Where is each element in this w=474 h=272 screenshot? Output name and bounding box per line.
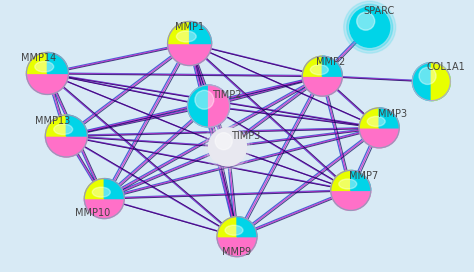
Wedge shape — [379, 108, 399, 128]
Ellipse shape — [367, 116, 385, 126]
Wedge shape — [168, 44, 211, 66]
Text: TIMP3: TIMP3 — [231, 131, 260, 141]
Circle shape — [412, 63, 450, 101]
Wedge shape — [322, 56, 342, 76]
Wedge shape — [27, 52, 47, 73]
Wedge shape — [46, 136, 87, 157]
Wedge shape — [66, 115, 87, 136]
Circle shape — [209, 128, 246, 166]
Text: MMP2: MMP2 — [316, 57, 346, 67]
Text: TIMP2: TIMP2 — [212, 90, 241, 100]
Text: MMP14: MMP14 — [21, 53, 56, 63]
Circle shape — [188, 85, 229, 127]
Circle shape — [419, 67, 436, 84]
Text: COL1A1: COL1A1 — [426, 62, 465, 72]
Circle shape — [206, 125, 249, 169]
Wedge shape — [237, 217, 257, 237]
Text: MMP7: MMP7 — [349, 171, 379, 181]
Wedge shape — [47, 52, 68, 73]
Wedge shape — [302, 76, 342, 96]
Text: MMP10: MMP10 — [75, 208, 110, 218]
Wedge shape — [331, 170, 351, 190]
Wedge shape — [46, 115, 66, 136]
Wedge shape — [27, 73, 68, 94]
Wedge shape — [302, 56, 322, 76]
Circle shape — [346, 4, 393, 50]
Wedge shape — [84, 178, 104, 199]
Circle shape — [344, 1, 396, 53]
Text: MMP3: MMP3 — [378, 109, 407, 119]
Ellipse shape — [54, 124, 73, 135]
Text: MMP9: MMP9 — [222, 247, 252, 256]
Ellipse shape — [176, 31, 196, 42]
Wedge shape — [331, 190, 371, 211]
Ellipse shape — [339, 179, 357, 189]
Circle shape — [350, 7, 390, 47]
Text: MMP1: MMP1 — [175, 22, 204, 32]
Wedge shape — [104, 178, 124, 199]
Circle shape — [195, 90, 214, 109]
Wedge shape — [209, 85, 229, 127]
Wedge shape — [84, 199, 124, 219]
Text: SPARC: SPARC — [364, 7, 395, 16]
Ellipse shape — [92, 187, 110, 197]
Wedge shape — [190, 21, 211, 44]
Wedge shape — [351, 170, 371, 190]
Wedge shape — [359, 108, 379, 128]
Ellipse shape — [310, 65, 328, 75]
Ellipse shape — [225, 225, 243, 235]
Text: MMP13: MMP13 — [35, 116, 70, 126]
Circle shape — [357, 12, 375, 30]
Wedge shape — [431, 63, 450, 101]
Wedge shape — [168, 21, 190, 44]
Wedge shape — [217, 237, 257, 257]
Circle shape — [203, 122, 252, 172]
Circle shape — [215, 133, 232, 150]
Wedge shape — [359, 128, 399, 148]
Ellipse shape — [35, 61, 54, 72]
Wedge shape — [217, 217, 237, 237]
